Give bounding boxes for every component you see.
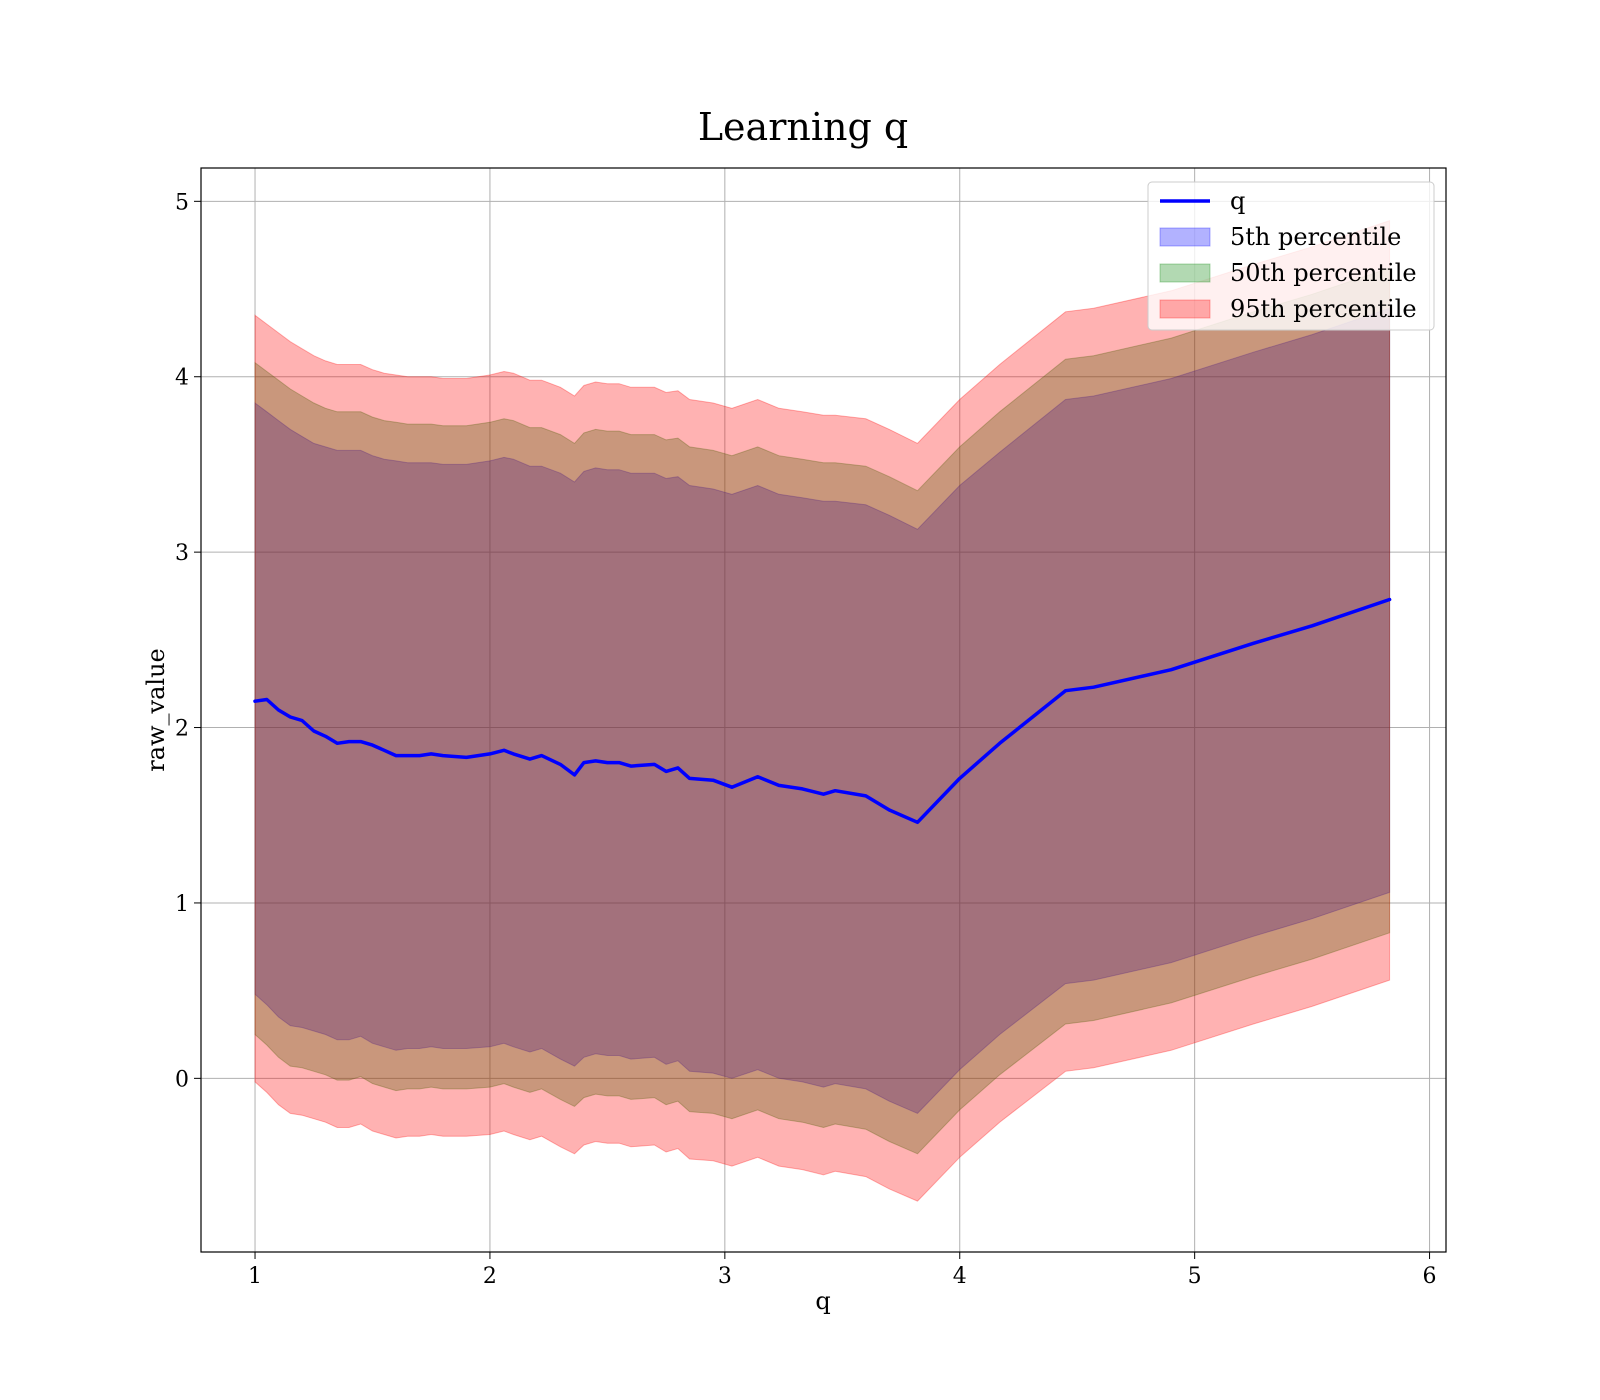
legend-box	[1147, 181, 1435, 331]
legend-swatch-95th-percentile	[1159, 299, 1211, 319]
x-tick-label: 6	[1423, 1264, 1437, 1289]
percentile-bands	[254, 219, 1391, 1202]
y-tick-label: 2	[175, 717, 189, 742]
legend-label-q: q	[1230, 187, 1245, 215]
band-50th-percentile	[254, 267, 1391, 1155]
legend: q 5th percentile 50th percentile 95th perce…	[1147, 181, 1435, 331]
y-tick-label: 0	[175, 1067, 189, 1092]
y-tick-label: 5	[175, 190, 189, 215]
y-tick-label: 1	[175, 892, 189, 917]
band-95th-percentile	[254, 219, 1391, 1202]
x-axis-label: q	[815, 1287, 830, 1315]
x-tick-label: 4	[953, 1264, 967, 1289]
grid	[201, 168, 1446, 1252]
legend-label-50th-percentile: 50th percentile	[1230, 259, 1417, 287]
y-tick-label: 3	[175, 541, 189, 566]
y-tick-label: 4	[175, 366, 189, 391]
legend-label-5th-percentile: 5th percentile	[1230, 223, 1401, 251]
x-tick-label: 1	[248, 1264, 262, 1289]
plot-frame	[200, 167, 1447, 1253]
legend-swatch-50th-percentile	[1159, 263, 1211, 283]
x-tick-label: 5	[1188, 1264, 1202, 1289]
series-line-q	[253, 597, 1392, 825]
x-axis-ticks: 1 2 3 4 5 6	[248, 1252, 1437, 1289]
legend-label-95th-percentile: 95th percentile	[1230, 295, 1417, 323]
y-axis-ticks: 0 1 2 3 4 5	[175, 190, 201, 1092]
y-axis-label: raw_value	[142, 648, 170, 772]
chart-title: Learning q	[698, 105, 908, 149]
legend-swatch-5th-percentile	[1159, 227, 1211, 247]
band-5th-percentile	[254, 307, 1391, 1114]
series-lines	[253, 597, 1392, 825]
x-tick-label: 2	[483, 1264, 497, 1289]
x-tick-label: 3	[718, 1264, 732, 1289]
